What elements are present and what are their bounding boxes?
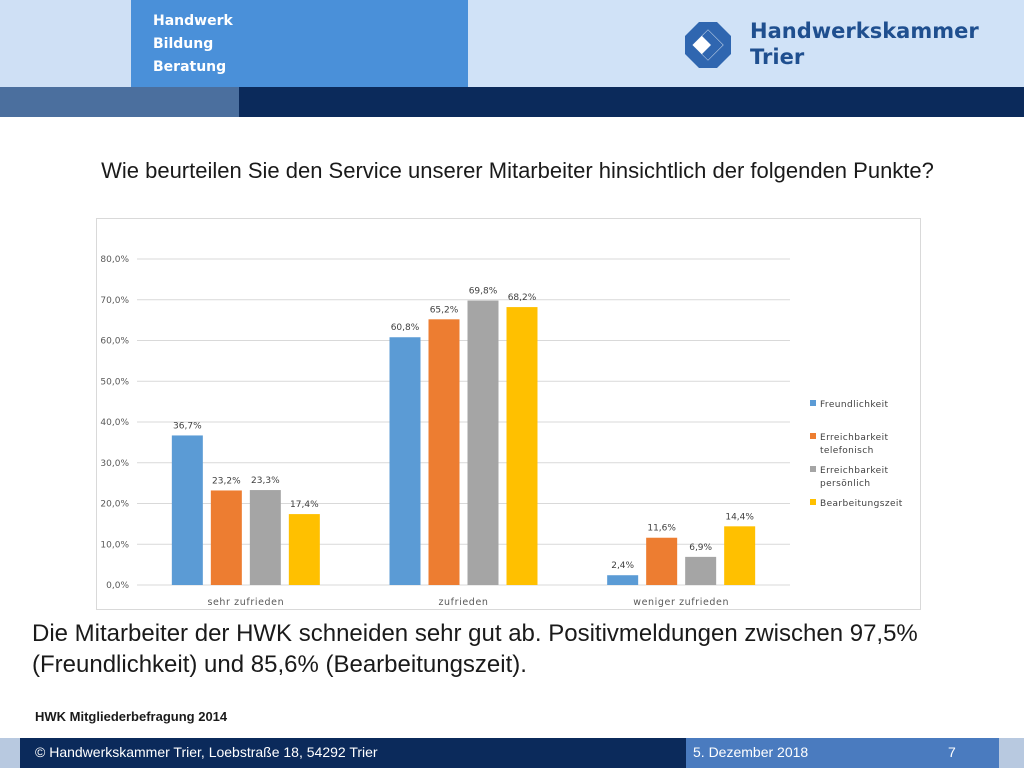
bar <box>685 556 717 585</box>
bar <box>210 490 242 585</box>
y-tick-label: 0,0% <box>106 581 129 591</box>
y-tick-label: 40,0% <box>100 418 129 428</box>
bar <box>607 575 639 585</box>
y-tick-label: 30,0% <box>100 459 129 469</box>
header-tagline-panel <box>131 0 468 87</box>
bar-data-label: 60,8% <box>391 323 420 333</box>
legend-label: Erreichbarkeit <box>820 466 888 476</box>
org-name-line1: Handwerkskammer <box>750 19 979 43</box>
org-name: Handwerkskammer Trier <box>750 18 979 70</box>
bar <box>467 300 499 585</box>
bar-data-label: 17,4% <box>290 500 319 510</box>
x-category-label: weniger zufrieden <box>633 597 729 608</box>
bar-data-label: 68,2% <box>508 293 537 303</box>
header-left-panel <box>0 0 131 87</box>
bar-data-label: 36,7% <box>173 421 202 431</box>
legend-label: Freundlichkeit <box>820 400 888 410</box>
bar <box>428 319 460 585</box>
header-band-accent <box>0 87 239 117</box>
bar-data-label: 6,9% <box>689 543 712 553</box>
footer-edge-left <box>0 738 20 768</box>
bar <box>646 537 678 585</box>
bar <box>506 307 538 585</box>
bar <box>288 514 320 585</box>
x-category-label: zufrieden <box>438 597 488 608</box>
legend-swatch <box>810 400 816 406</box>
y-tick-label: 60,0% <box>100 337 129 347</box>
legend-label: telefonisch <box>820 446 874 456</box>
legend-label: Erreichbarkeit <box>820 433 888 443</box>
bar <box>171 435 203 585</box>
legend-swatch <box>810 433 816 439</box>
slide-question: Wie beurteilen Sie den Service unserer M… <box>101 158 934 183</box>
bar-data-label: 14,4% <box>725 512 754 522</box>
legend-label: Bearbeitungszeit <box>820 499 903 509</box>
x-category-label: sehr zufrieden <box>207 597 284 608</box>
bar-data-label: 11,6% <box>647 524 676 534</box>
bar-data-label: 2,4% <box>611 561 634 571</box>
y-tick-label: 80,0% <box>100 255 129 265</box>
legend-label: persönlich <box>820 479 871 489</box>
org-name-line2: Trier <box>750 45 805 69</box>
y-tick-label: 20,0% <box>100 500 129 510</box>
y-tick-label: 50,0% <box>100 377 129 387</box>
bar-data-label: 65,2% <box>430 305 459 315</box>
bar <box>249 490 281 585</box>
tagline-beratung: Beratung <box>153 59 227 75</box>
slide-summary: Die Mitarbeiter der HWK schneiden sehr g… <box>32 620 918 678</box>
y-tick-label: 70,0% <box>100 296 129 306</box>
footer-blue-bar <box>686 738 999 768</box>
source-note: HWK Mitgliederbefragung 2014 <box>35 709 228 724</box>
bar-data-label: 69,8% <box>469 287 498 297</box>
y-tick-label: 10,0% <box>100 540 129 550</box>
footer-page-number: 7 <box>948 744 956 760</box>
footer-navy-bar <box>20 738 686 768</box>
header-brand-panel <box>468 0 1024 87</box>
footer-copyright: © Handwerkskammer Trier, Loebstraße 18, … <box>35 744 378 760</box>
chart-frame: 0,0% 10,0% 20,0% 30,0% 40,0% 50,0% 60,0% 70,0% 8… <box>96 218 921 610</box>
header-tagline: Handwerk Bildung Beratung <box>153 10 233 79</box>
footer-date: 5. Dezember 2018 <box>693 744 809 760</box>
legend-swatch <box>810 499 816 505</box>
bar-chart: 0,0% 10,0% 20,0% 30,0% 40,0% 50,0% 60,0% 70,0% 8… <box>100 255 903 608</box>
bar <box>389 337 421 585</box>
legend-swatch <box>810 466 816 472</box>
bar <box>724 526 756 585</box>
bar-data-label: 23,2% <box>212 476 241 486</box>
bar-data-label: 23,3% <box>251 476 280 486</box>
handwerkskammer-logo-icon <box>685 22 731 68</box>
tagline-handwerk: Handwerk <box>153 13 233 29</box>
footer-edge-right <box>999 738 1024 768</box>
tagline-bildung: Bildung <box>153 36 214 52</box>
header-band-navy <box>239 87 1024 117</box>
